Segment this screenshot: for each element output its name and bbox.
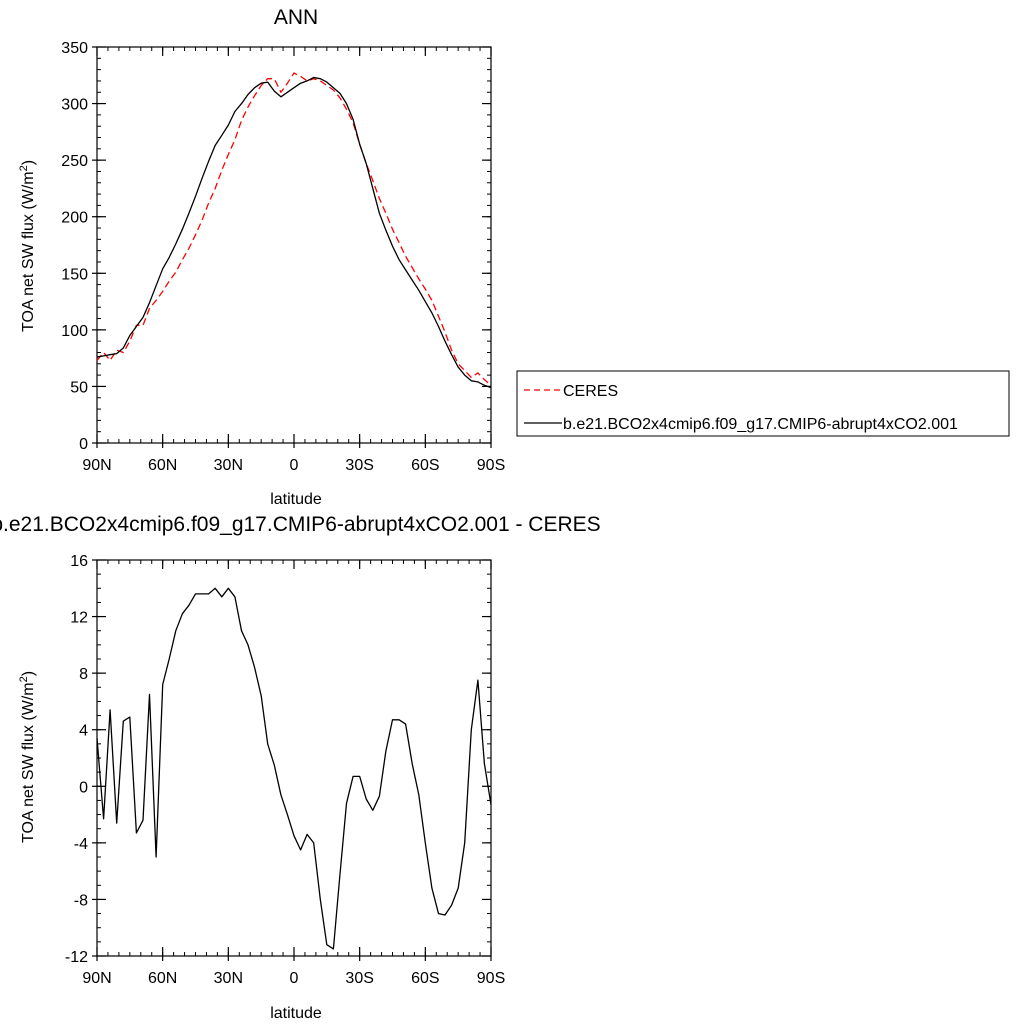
y-tick-label: 0 bbox=[79, 436, 88, 453]
y-tick-label: 8 bbox=[79, 666, 88, 683]
tick-layer: -12 -8 -4 0 4 8 12 16 90N 60N 30N 0 30S 60S 90S bbox=[65, 553, 505, 987]
legend-label-model: b.e21.BCO2x4cmip6.f09_g17.CMIP6-abrupt4x… bbox=[563, 416, 958, 433]
x-tick-label: 30S bbox=[345, 970, 373, 987]
series-layer bbox=[96, 587, 492, 950]
y-tick-label: 50 bbox=[70, 379, 88, 396]
tick-layer: 0 50 100 150 200 250 300 350 90N 60N 30N 0 30S 60S 90S bbox=[61, 40, 505, 474]
x-tick-label: 60N bbox=[148, 970, 177, 987]
x-tick-label: 60S bbox=[411, 970, 439, 987]
x-tick-label: 60N bbox=[148, 457, 177, 474]
y-tick-label: 4 bbox=[79, 723, 88, 740]
y-axis-label-text: TOA net SW flux (W/m bbox=[20, 171, 37, 332]
y-tick-label: 150 bbox=[61, 266, 88, 283]
y-tick-label: -4 bbox=[74, 836, 88, 853]
y-tick-label: 300 bbox=[61, 97, 88, 114]
chart-title: ANN bbox=[274, 6, 318, 29]
y-tick-label: 200 bbox=[61, 210, 88, 227]
y-tick-label: 100 bbox=[61, 323, 88, 340]
series-line-difference bbox=[96, 587, 492, 950]
series-line-b-e21-bco2x4cmip6-f09-g17-cmip6-abrupt4xco2-001 bbox=[96, 76, 492, 389]
x-axis-label: latitude bbox=[270, 1005, 322, 1022]
x-tick-label: 90N bbox=[82, 457, 111, 474]
x-tick-label: 90N bbox=[82, 970, 111, 987]
series-layer bbox=[96, 72, 492, 389]
x-tick-label: 30N bbox=[214, 457, 243, 474]
x-tick-label: 30N bbox=[214, 970, 243, 987]
x-tick-label: 90S bbox=[477, 457, 505, 474]
plot-border bbox=[96, 46, 492, 444]
y-axis-label-text: TOA net SW flux (W/m bbox=[20, 682, 37, 843]
x-tick-label: 0 bbox=[290, 457, 299, 474]
y-axis-label-exponent: 2 bbox=[18, 676, 30, 682]
y-axis-label-close: ) bbox=[20, 160, 37, 165]
y-tick-label: 0 bbox=[79, 779, 88, 796]
y-tick-label: 350 bbox=[61, 40, 88, 57]
chart-title: b.e21.BCO2x4cmip6.f09_g17.CMIP6-abrupt4x… bbox=[0, 513, 601, 536]
y-axis-label-close: ) bbox=[20, 671, 37, 676]
y-axis-label: TOA net SW flux (W/m2) bbox=[18, 160, 37, 332]
legend-label-ceres: CERES bbox=[563, 383, 618, 400]
y-tick-label: 12 bbox=[70, 610, 88, 627]
x-tick-label: 60S bbox=[411, 457, 439, 474]
x-tick-label: 90S bbox=[477, 970, 505, 987]
y-tick-label: -12 bbox=[65, 949, 88, 966]
panel-difference: b.e21.BCO2x4cmip6.f09_g17.CMIP6-abrupt4x… bbox=[0, 513, 601, 1022]
plot-frame bbox=[96, 559, 492, 957]
plot-border bbox=[96, 559, 492, 957]
y-tick-label: 250 bbox=[61, 153, 88, 170]
legend: CERES b.e21.BCO2x4cmip6.f09_g17.CMIP6-ab… bbox=[516, 370, 1010, 437]
y-tick-label: -8 bbox=[74, 892, 88, 909]
x-tick-label: 30S bbox=[345, 457, 373, 474]
legend-box bbox=[516, 370, 1010, 437]
panel-annual-mean: ANN 0 50 100 150 200 250 300 350 90N 60N 30N 0 30S 60… bbox=[18, 6, 505, 508]
y-tick-label: 16 bbox=[70, 553, 88, 570]
series-line-ceres bbox=[96, 72, 492, 386]
plot-frame bbox=[96, 46, 492, 444]
y-axis-label-exponent: 2 bbox=[18, 165, 30, 171]
x-tick-label: 0 bbox=[290, 970, 299, 987]
x-axis-label: latitude bbox=[270, 491, 322, 508]
y-axis-label: TOA net SW flux (W/m2) bbox=[18, 671, 37, 843]
